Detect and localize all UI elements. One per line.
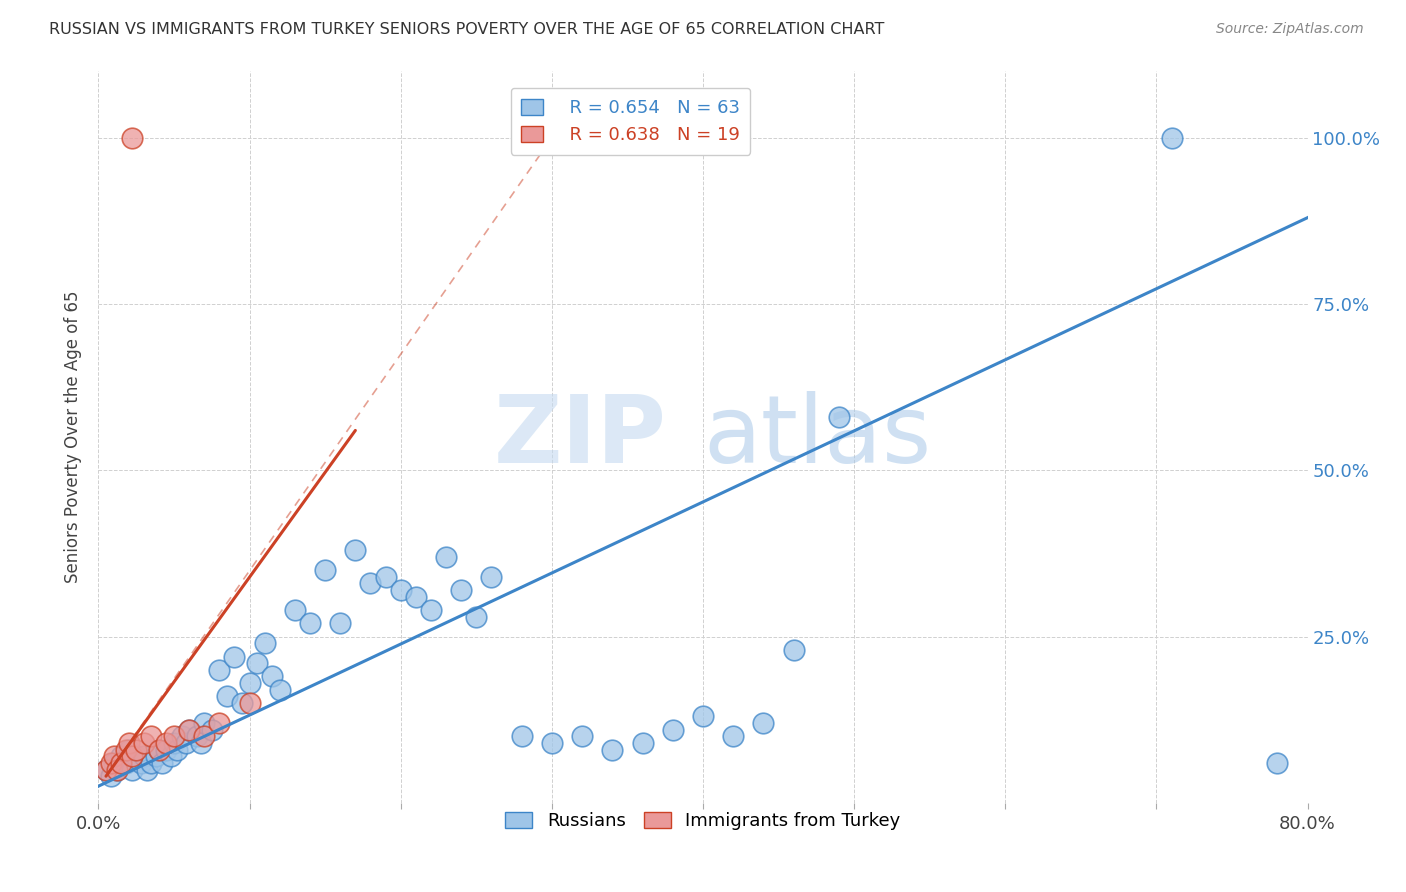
Point (100, 769, 122, 783)
Point (374, 570, 396, 584)
Point (179, 723, 201, 737)
Point (121, 763, 143, 777)
Point (299, 616, 322, 631)
Point (631, 736, 654, 750)
Point (481, 570, 503, 584)
Point (121, 749, 143, 764)
Point (160, 749, 183, 764)
Point (284, 603, 307, 617)
Point (148, 742, 170, 756)
Point (129, 756, 152, 770)
Point (224, 649, 246, 664)
Point (110, 749, 132, 764)
Point (1160, 131, 1182, 145)
Point (465, 609, 488, 624)
Text: ZIP: ZIP (494, 391, 666, 483)
Point (174, 736, 197, 750)
Point (215, 690, 238, 704)
Point (103, 749, 125, 764)
Point (163, 729, 186, 743)
Point (163, 736, 186, 750)
Point (148, 742, 170, 756)
Point (190, 736, 212, 750)
Text: atlas: atlas (703, 391, 931, 483)
Point (94, 763, 117, 777)
Point (103, 756, 125, 770)
Point (262, 669, 284, 683)
Point (121, 131, 143, 145)
Point (239, 696, 262, 710)
Point (360, 576, 382, 591)
Point (105, 763, 128, 777)
Point (434, 549, 457, 564)
Point (141, 756, 163, 770)
Point (540, 736, 562, 750)
Point (389, 582, 412, 597)
Point (155, 742, 177, 756)
Point (723, 729, 745, 743)
Point (125, 742, 148, 756)
Point (179, 723, 201, 737)
Point (571, 729, 593, 743)
Point (166, 742, 188, 756)
Point (329, 616, 352, 631)
Point (239, 676, 262, 690)
Point (602, 742, 624, 756)
Point (110, 756, 132, 770)
Point (208, 716, 231, 731)
Point (145, 749, 167, 764)
Point (661, 723, 683, 737)
Point (118, 736, 141, 750)
Point (132, 736, 155, 750)
Point (231, 696, 253, 710)
Point (405, 590, 427, 604)
Point (135, 763, 157, 777)
Point (100, 756, 122, 770)
Y-axis label: Seniors Poverty Over the Age of 65: Seniors Poverty Over the Age of 65 (65, 291, 83, 583)
Point (141, 729, 163, 743)
Point (269, 682, 291, 697)
Point (114, 756, 136, 770)
Point (201, 723, 224, 737)
Point (193, 729, 215, 743)
Text: RUSSIAN VS IMMIGRANTS FROM TURKEY SENIORS POVERTY OVER THE AGE OF 65 CORRELATION: RUSSIAN VS IMMIGRANTS FROM TURKEY SENIOR… (49, 22, 884, 37)
Point (344, 543, 367, 558)
Point (752, 716, 775, 731)
Point (94, 763, 117, 777)
Point (1267, 756, 1289, 770)
Point (783, 643, 806, 657)
Point (132, 749, 155, 764)
Point (105, 763, 128, 777)
Point (114, 742, 136, 756)
Point (828, 410, 851, 425)
Point (208, 663, 231, 677)
Text: Source: ZipAtlas.com: Source: ZipAtlas.com (1216, 22, 1364, 37)
Point (692, 709, 714, 723)
Point (510, 729, 533, 743)
Point (193, 716, 215, 731)
Point (450, 582, 472, 597)
Point (150, 756, 173, 770)
Point (170, 729, 193, 743)
Point (314, 563, 336, 577)
Point (118, 742, 141, 756)
Point (246, 656, 269, 670)
Point (253, 636, 276, 650)
Legend: Russians, Immigrants from Turkey: Russians, Immigrants from Turkey (498, 805, 908, 838)
Point (125, 749, 148, 764)
Point (155, 736, 177, 750)
Point (420, 603, 443, 617)
Point (186, 729, 208, 743)
